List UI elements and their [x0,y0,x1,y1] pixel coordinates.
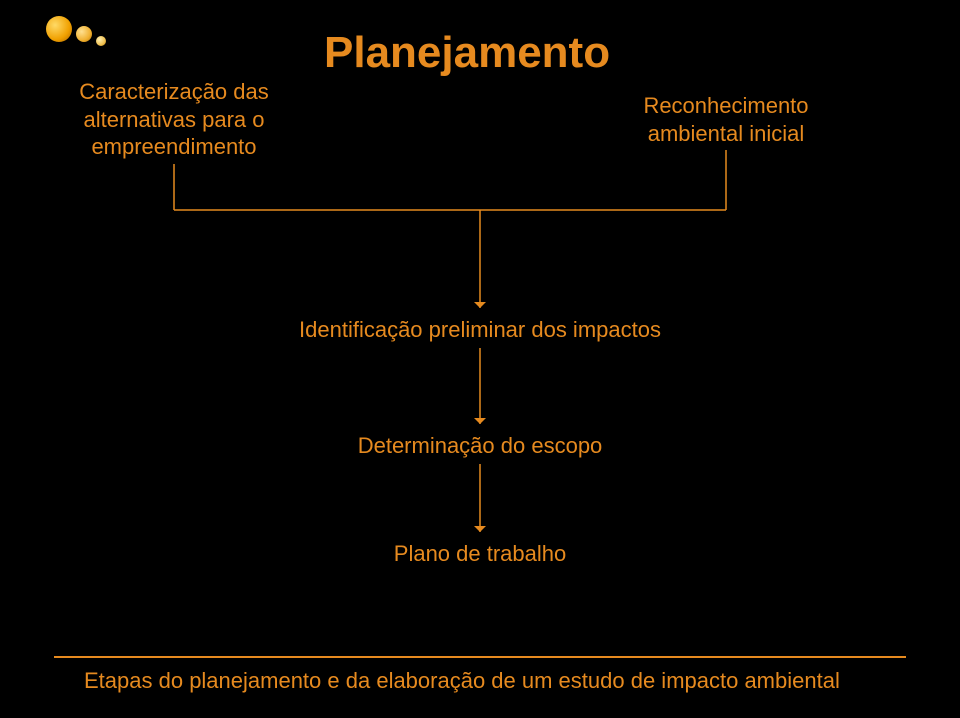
footer-caption: Etapas do planejamento e da elaboração d… [84,668,840,694]
slide: Planejamento Planejamento Caracterização… [0,0,960,718]
connectors [0,0,960,718]
footer-divider [54,656,906,658]
